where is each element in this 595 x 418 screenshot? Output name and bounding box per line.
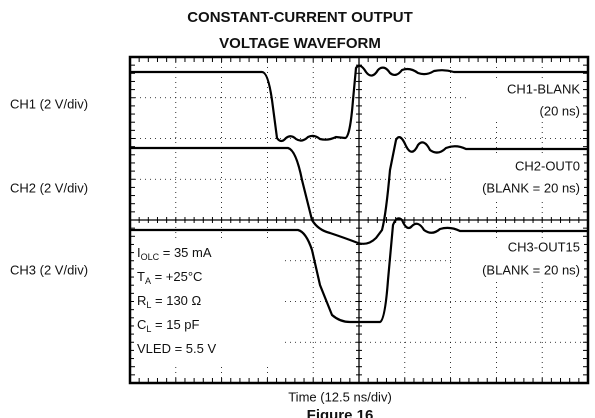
- subscript: OLC: [141, 252, 160, 262]
- symbol: I: [137, 245, 141, 260]
- channel-scale: CH1 (2 V/div): [10, 96, 88, 111]
- condition: TA = +25°C: [137, 269, 202, 286]
- figure-label: Figure 16: [307, 407, 374, 418]
- channel-detail: (BLANK = 20 ns): [482, 262, 580, 277]
- symbol: T: [137, 269, 145, 284]
- channel-name: CH1-BLANK: [507, 81, 580, 96]
- subscript: L: [146, 300, 151, 310]
- subscript: A: [145, 276, 151, 286]
- title: CONSTANT-CURRENT OUTPUT: [187, 9, 413, 26]
- channel-detail: (BLANK = 20 ns): [482, 180, 580, 195]
- symbol: R: [137, 293, 146, 308]
- title: VOLTAGE WAVEFORM: [219, 35, 381, 52]
- label-bg: [452, 157, 584, 201]
- condition: VLED = 5.5 V: [137, 341, 216, 356]
- ch3-trace: [131, 217, 587, 324]
- channel-scale: CH3 (2 V/div): [10, 262, 88, 277]
- channel-labels: CH1-BLANK (20 ns) CH2-OUT0 (BLANK = 20 n…: [452, 80, 584, 282]
- screen-border: [128, 55, 590, 385]
- subscript: L: [146, 324, 151, 334]
- symbol: C: [137, 317, 146, 332]
- rest: = 130 Ω: [151, 293, 201, 308]
- symbol: VLED = 5.5 V: [137, 341, 216, 356]
- channel-detail: (20 ns): [540, 103, 580, 118]
- channel-name: CH2-OUT0: [515, 158, 580, 173]
- label-bg: [470, 80, 582, 122]
- channel-scale: CH2 (2 V/div): [10, 180, 88, 195]
- rest: = 15 pF: [151, 317, 199, 332]
- waveforms: [131, 64, 587, 324]
- ch1-trace: [131, 64, 587, 143]
- channel-name: CH3-OUT15: [508, 239, 580, 254]
- label-bg: [452, 238, 584, 282]
- rest: = 35 mA: [159, 245, 212, 260]
- condition: IOLC = 35 mA: [137, 245, 212, 262]
- condition: CL = 15 pF: [137, 317, 200, 334]
- condition: RL = 130 Ω: [137, 293, 202, 310]
- x-axis-label: Time (12.5 ns/div): [288, 389, 392, 404]
- ch2-trace: [131, 136, 587, 245]
- rest: = +25°C: [151, 269, 202, 284]
- conditions-bg: [134, 240, 284, 364]
